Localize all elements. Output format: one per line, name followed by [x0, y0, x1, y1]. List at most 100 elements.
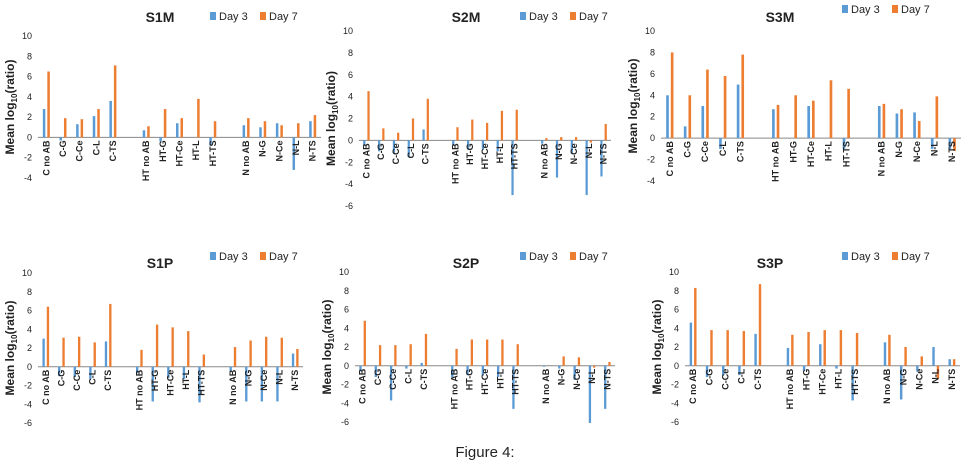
x-category-label: N no AB: [241, 140, 251, 176]
bar-day7: [935, 96, 939, 139]
bar-day7: [233, 347, 237, 367]
x-category-label: C no AB: [688, 368, 698, 404]
bar-day3: [159, 137, 162, 142]
x-category-label: HT-L: [495, 143, 505, 163]
y-tick-label: 4: [650, 90, 655, 100]
bar-day3: [666, 95, 669, 139]
bar-day3: [466, 140, 470, 150]
legend-label-day3: Day 3: [529, 251, 558, 263]
bar-day7: [560, 137, 563, 141]
bar-day3: [786, 347, 790, 366]
bar-day7: [93, 342, 96, 367]
legend-label-day7: Day 7: [579, 11, 608, 23]
bar-day7: [920, 356, 923, 366]
x-category-label: HT no AB: [785, 368, 795, 409]
bar-day3: [245, 366, 248, 402]
bar-day7: [670, 52, 674, 139]
x-category-label: HT-L: [191, 140, 201, 160]
y-tick-label: 6: [27, 72, 32, 82]
bar-day3: [420, 362, 423, 366]
bar-day7: [297, 123, 300, 138]
x-category-label: HT-G: [465, 369, 475, 391]
figure-caption: Figure 4:: [455, 444, 515, 461]
bar-day3: [59, 137, 62, 141]
bar-day3: [405, 365, 408, 369]
bar-day3: [689, 322, 693, 366]
bar-day3: [807, 106, 810, 139]
x-category-label: N-G: [243, 370, 253, 387]
x-category-label: HT no AB: [450, 143, 460, 184]
bar-day3: [229, 366, 232, 372]
bar-day7: [847, 88, 850, 139]
y-tick-label: 6: [27, 306, 32, 316]
bar-day3: [541, 140, 544, 144]
bar-day3: [851, 365, 854, 401]
y-tick-label: -6: [345, 201, 353, 211]
bar-day7: [47, 71, 50, 138]
y-tick-label: 8: [27, 287, 32, 297]
y-tick-label: 10: [339, 267, 349, 277]
bar-day7: [63, 118, 67, 138]
bar-day7: [187, 331, 190, 367]
bar-day3: [701, 106, 705, 139]
bar-day7: [562, 356, 565, 366]
bar-day3: [883, 342, 887, 366]
x-category-label: N-L: [291, 140, 301, 155]
bar-day7: [855, 332, 859, 366]
bar-day3: [512, 365, 515, 409]
legend-label-day7: Day 7: [901, 251, 930, 263]
bar-day7: [936, 365, 940, 379]
x-category-label: N-TS: [290, 370, 300, 391]
y-tick-label: 10: [343, 26, 353, 36]
legend-label-day7: Day 7: [579, 251, 608, 263]
bar-day3: [588, 365, 592, 423]
legend-swatch-day7: [260, 252, 266, 260]
x-category-label: HT-L: [495, 368, 505, 388]
x-category-label: N-Ce: [572, 369, 582, 390]
bar-day3: [242, 125, 246, 138]
bar-day7: [155, 324, 159, 367]
bar-day7: [812, 100, 815, 139]
bar-day3: [573, 365, 576, 380]
bar-day3: [542, 365, 546, 367]
y-tick-label: -6: [671, 417, 679, 427]
x-category-label: C-TS: [108, 140, 118, 161]
bar-day3: [899, 365, 903, 400]
bar-day3: [511, 140, 514, 196]
x-category-label: C-Ce: [700, 141, 710, 162]
x-category-label: C-G: [373, 369, 383, 386]
bar-day7: [249, 340, 252, 367]
bar-day3: [182, 366, 186, 379]
x-category-label: N no AB: [882, 368, 892, 404]
y-tick-label: 0: [650, 133, 655, 143]
bar-day3: [600, 140, 603, 177]
legend-label-day7: Day 7: [269, 251, 298, 263]
bar-day7: [604, 123, 607, 141]
x-category-label: C-G: [682, 141, 692, 158]
x-category-label: C-G: [58, 140, 68, 157]
bar-day7: [97, 109, 100, 138]
bar-day3: [738, 365, 741, 376]
x-category-label: N-G: [894, 141, 904, 158]
bar-day7: [202, 354, 206, 367]
x-category-label: HT-TS: [208, 140, 218, 166]
y-tick-label: -2: [671, 380, 679, 390]
x-category-label: HT no AB: [771, 141, 781, 182]
chart-title: S3P: [757, 255, 783, 271]
bar-day3: [104, 341, 108, 367]
y-tick-label: 2: [348, 114, 353, 124]
bar-day7: [455, 348, 458, 366]
bar-day3: [151, 366, 154, 402]
y-tick-label: 10: [669, 267, 679, 277]
legend-swatch-day7: [570, 12, 576, 20]
y-tick-label: 4: [27, 92, 32, 102]
x-category-label: C-TS: [103, 370, 113, 391]
y-tick-label: 8: [674, 286, 679, 296]
x-category-label: HT-Ce: [818, 369, 828, 395]
x-category-label: N-G: [258, 140, 268, 157]
x-category-label: N-Ce: [912, 141, 922, 162]
chart-panel-s3m: S3M Day 3 Day 7 10 8 6 4 2 0 -2 -4 Mean log10(ratio…: [626, 4, 961, 186]
x-category-label: C no AB: [358, 368, 368, 404]
x-category-label: HT-Ce: [806, 141, 816, 167]
